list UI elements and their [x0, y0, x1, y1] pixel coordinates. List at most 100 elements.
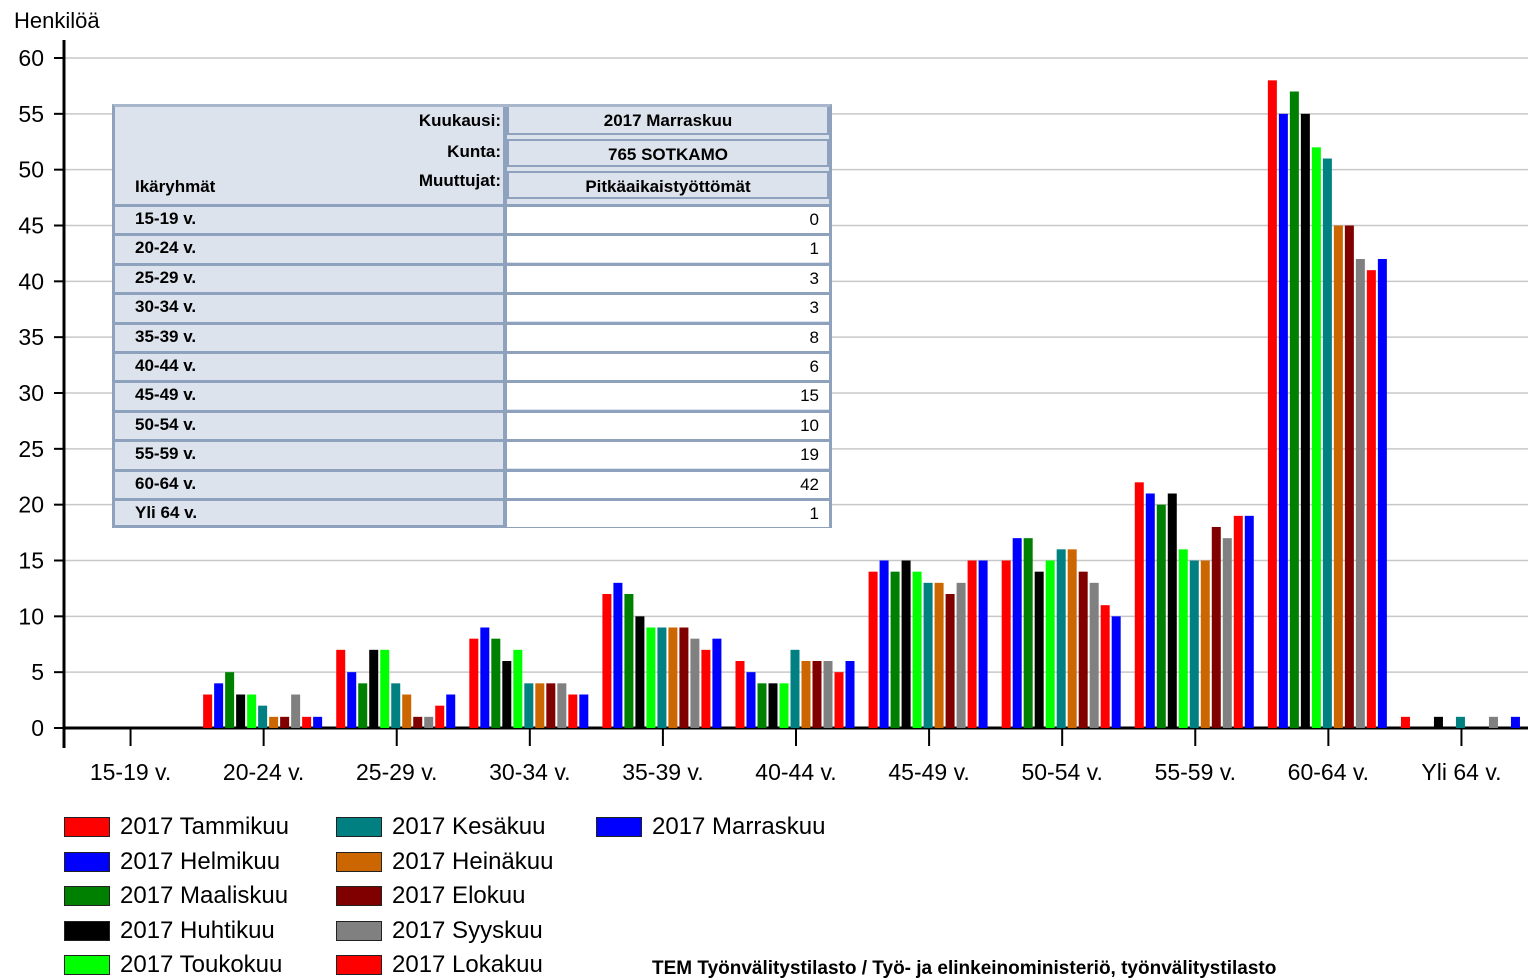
y-tick-label: 10 — [18, 603, 44, 629]
bar — [1455, 716, 1465, 728]
row-label: 60-64 v. — [135, 473, 197, 493]
bar — [1001, 560, 1011, 728]
bar — [1311, 147, 1321, 729]
bar — [1433, 716, 1443, 728]
legend-label: 2017 Huhtikuu — [120, 916, 275, 944]
x-tick-label: 45-49 v. — [888, 759, 969, 785]
legend-swatch — [336, 851, 382, 872]
x-tick-label: 60-64 v. — [1288, 759, 1369, 785]
bar — [1344, 225, 1354, 728]
x-tick-label: 50-54 v. — [1021, 759, 1102, 785]
table-header: Kuukausi: Kunta: Muuttujat: Ikäryhmät 20… — [115, 107, 829, 204]
bar — [1211, 527, 1221, 728]
bar — [1067, 549, 1077, 728]
row-label: 35-39 v. — [135, 326, 197, 346]
bar — [568, 694, 578, 728]
bar — [668, 627, 678, 728]
bar — [313, 716, 323, 728]
row-value: 42 — [507, 471, 829, 498]
table-column-divider — [503, 107, 507, 528]
row-label: 30-34 v. — [135, 297, 197, 317]
bar — [690, 638, 700, 728]
bar — [812, 661, 822, 728]
bar — [624, 594, 634, 728]
bar — [679, 627, 689, 728]
bar — [757, 683, 767, 728]
row-label: 45-49 v. — [135, 385, 197, 405]
muuttujat-label: Muuttujat: — [418, 171, 501, 190]
row-value: 6 — [507, 354, 829, 380]
x-tick-label: 25-29 v. — [356, 759, 437, 785]
bar — [435, 705, 445, 728]
row-header-label: Ikäryhmät — [135, 177, 216, 196]
bar — [535, 683, 545, 728]
legend-label: 2017 Marraskuu — [652, 813, 826, 840]
bar — [1089, 582, 1099, 728]
bar — [1023, 538, 1033, 728]
y-tick-label: 5 — [31, 659, 44, 685]
bar — [1488, 716, 1498, 728]
y-tick-label: 45 — [18, 213, 44, 239]
legend-label: 2017 Elokuu — [392, 882, 526, 909]
legend-label: 2017 Kesäkuu — [392, 813, 546, 840]
bar — [845, 661, 855, 728]
bar — [369, 649, 379, 728]
row-label: 50-54 v. — [135, 414, 197, 434]
bar — [225, 672, 235, 728]
bar — [1012, 538, 1022, 728]
bar — [1278, 113, 1288, 729]
bar — [1244, 515, 1254, 728]
table-row: 30-34 v. 3 — [115, 292, 829, 322]
legend-label: 2017 Syyskuu — [392, 916, 543, 944]
row-label: 20-24 v. — [135, 238, 197, 258]
table-row: 15-19 v. 0 — [115, 204, 829, 233]
legend-label: 2017 Heinäkuu — [392, 847, 554, 875]
y-tick-label: 0 — [31, 715, 44, 741]
y-tick-label: 35 — [18, 324, 44, 350]
bar — [1377, 259, 1387, 728]
bar — [1156, 504, 1166, 728]
bar — [956, 582, 966, 728]
bar — [735, 661, 745, 728]
bar — [890, 571, 900, 728]
bar — [834, 672, 844, 728]
y-tick-label: 25 — [18, 436, 44, 462]
bar — [1078, 571, 1088, 728]
bar — [823, 661, 833, 728]
bar — [746, 672, 756, 728]
legend-swatch — [64, 955, 110, 975]
row-value: 19 — [507, 442, 829, 469]
table-row: 50-54 v. 10 — [115, 409, 829, 439]
x-tick-label: Yli 64 v. — [1421, 759, 1501, 785]
table-row: 35-39 v. 8 — [115, 321, 829, 351]
bar — [336, 649, 346, 728]
bar — [635, 616, 645, 728]
bar — [524, 683, 534, 728]
table-row: 45-49 v. 15 — [115, 380, 829, 410]
table-row: 60-64 v. 42 — [115, 468, 829, 498]
y-tick-label: 20 — [18, 492, 44, 518]
bar — [1056, 549, 1066, 728]
bar — [269, 716, 279, 728]
bar — [912, 571, 922, 728]
bar — [923, 582, 933, 728]
bar — [602, 594, 612, 728]
bar — [779, 683, 789, 728]
bar — [1167, 493, 1177, 728]
bar — [768, 683, 778, 728]
row-value: 8 — [507, 324, 829, 351]
bar — [978, 560, 988, 728]
bar — [1510, 716, 1520, 728]
bar — [701, 649, 711, 728]
legend-swatch — [64, 886, 110, 906]
bar — [502, 661, 512, 728]
x-tick-label: 20-24 v. — [223, 759, 304, 785]
bar — [879, 560, 889, 728]
bar — [1322, 158, 1332, 728]
legend-swatch — [336, 886, 382, 906]
legend-swatch — [64, 920, 110, 941]
bar — [380, 649, 390, 728]
bar — [1400, 716, 1410, 728]
y-tick-label: 60 — [18, 45, 44, 71]
x-tick-label: 15-19 v. — [90, 759, 171, 785]
